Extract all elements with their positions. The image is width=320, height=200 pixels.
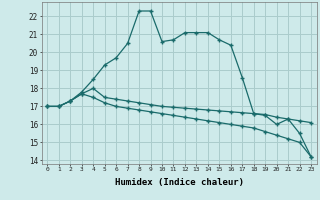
X-axis label: Humidex (Indice chaleur): Humidex (Indice chaleur) xyxy=(115,178,244,187)
